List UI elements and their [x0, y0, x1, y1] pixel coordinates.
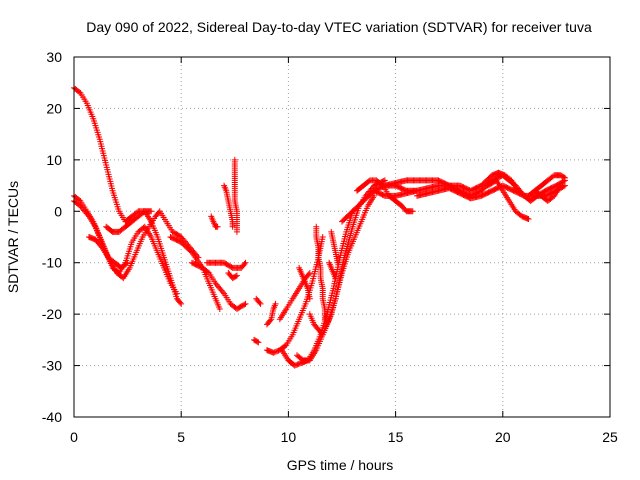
series-arc-30: [484, 177, 532, 222]
series-arc-4: [86, 234, 131, 271]
series-arc-7: [188, 259, 249, 312]
data-point: [76, 196, 83, 203]
series-arc-11: [231, 156, 240, 235]
data-point: [255, 339, 262, 346]
data-point: [267, 317, 274, 324]
y-tick-label: 20: [46, 100, 62, 116]
x-tick-label: 15: [388, 429, 404, 445]
data-point: [560, 174, 567, 181]
data-point: [525, 216, 532, 222]
series-arc-31: [531, 172, 568, 194]
series-arc-20: [296, 264, 313, 302]
series-arc-24: [328, 228, 341, 266]
data-point: [214, 223, 221, 230]
series-arc-10: [221, 182, 236, 230]
data-point: [332, 275, 339, 282]
data-point: [219, 289, 226, 296]
x-tick-label: 25: [602, 429, 618, 445]
plot-frame: [73, 56, 611, 418]
y-tick-label: 0: [54, 203, 62, 219]
data-point: [295, 361, 302, 368]
data-point: [257, 300, 264, 307]
data-point: [173, 290, 180, 297]
data-point: [256, 299, 263, 306]
data-point: [177, 299, 184, 306]
series-arc-13: [253, 295, 264, 307]
y-axis: -40 -30 -20 -10 0 10 20 30: [42, 49, 610, 425]
data-point: [381, 177, 388, 184]
y-tick-label: -30: [42, 358, 62, 374]
data-point: [291, 362, 298, 369]
data-point: [557, 182, 564, 189]
series-arc-14: [251, 336, 262, 346]
data-point: [306, 270, 313, 276]
data-point: [242, 259, 249, 266]
x-tick-label: 20: [495, 429, 511, 445]
x-tick-label: 0: [70, 429, 78, 445]
data-point: [148, 208, 155, 215]
data-point: [293, 362, 300, 369]
series-arc-2: [71, 192, 180, 297]
y-tick-label: 10: [46, 152, 62, 168]
data-point: [306, 295, 313, 302]
data-point: [560, 183, 567, 190]
data-point: [409, 208, 416, 215]
data-point: [272, 348, 279, 355]
chart-title: Day 090 of 2022, Sidereal Day-to-day VTE…: [86, 19, 592, 35]
data-point: [241, 301, 248, 308]
data-point: [294, 361, 301, 368]
data-point: [319, 234, 326, 240]
series-arc-5: [103, 208, 155, 235]
data-point: [134, 209, 141, 216]
series-arc-12: [225, 270, 240, 282]
data-point: [241, 261, 248, 267]
data-point: [561, 174, 568, 181]
series-arc-29: [414, 182, 568, 202]
data-point: [76, 88, 83, 95]
y-tick-label: -20: [42, 306, 62, 322]
series-arc-8: [203, 259, 249, 271]
data-point: [270, 349, 277, 356]
y-tick-label: -10: [42, 255, 62, 271]
data-point: [123, 260, 130, 267]
data-point: [274, 348, 281, 355]
y-tick-label: 30: [46, 49, 62, 65]
data-point: [178, 300, 185, 307]
data-point: [229, 223, 236, 230]
data-point: [254, 338, 261, 345]
data-point: [321, 316, 328, 323]
data-point: [242, 300, 249, 307]
x-axis: 0 5 10 15 20 25: [70, 57, 618, 445]
x-tick-label: 5: [177, 429, 185, 445]
series-arc-18: [278, 208, 356, 369]
series-arc-22: [313, 223, 328, 323]
series-arc-28: [381, 169, 528, 199]
y-tick-label: -40: [42, 409, 62, 425]
data-point: [305, 271, 312, 278]
grid: [74, 57, 610, 417]
data-point: [271, 349, 278, 356]
data-point: [272, 300, 279, 307]
data-point: [233, 272, 240, 279]
data-point: [124, 259, 131, 266]
data-point: [232, 273, 239, 280]
x-tick-label: 10: [281, 429, 297, 445]
data-points: [71, 84, 568, 369]
x-axis-label: GPS time / hours: [287, 457, 394, 473]
series-arc-19: [293, 192, 378, 364]
data-point: [380, 178, 387, 184]
series-arc-1: [71, 84, 185, 307]
y-axis-label: SDTVAR / TECUs: [5, 181, 21, 293]
series-arc-32: [525, 182, 564, 204]
series-arc-23: [326, 259, 339, 282]
data-point: [84, 211, 91, 218]
data-point: [233, 228, 240, 235]
series-arc-15: [263, 300, 279, 328]
series-arc-9: [208, 213, 221, 230]
data-point: [334, 259, 341, 266]
data-point: [216, 306, 223, 312]
data-point: [204, 268, 211, 275]
